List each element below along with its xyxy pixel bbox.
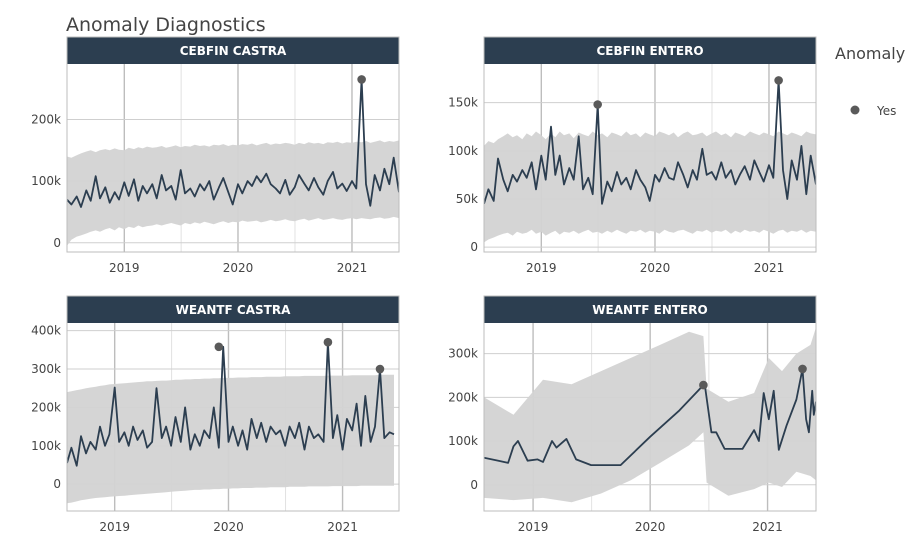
anomaly-point[interactable] (357, 75, 366, 84)
facet-title: CEBFIN CASTRA (180, 44, 287, 58)
facet-title: CEBFIN ENTERO (596, 44, 703, 58)
legend[interactable]: Anomaly Yes (835, 44, 905, 118)
facet-panel: WEANTF CASTRA 0 100k 200k 300k 400k 2019 2020 20… (31, 295, 400, 534)
anomaly-point[interactable] (323, 337, 333, 347)
facet-panel: WEANTF ENTERO 0 100k 200k 300k 2019 2020 2021 (448, 295, 817, 534)
facet-title: WEANTF CASTRA (176, 303, 291, 317)
x-tick-label: 2019 (99, 520, 130, 534)
chart-title: Anomaly Diagnostics (66, 14, 266, 36)
y-tick-label: 150k (448, 96, 478, 110)
legend-title: Anomaly (835, 44, 905, 63)
panel-border (66, 36, 400, 253)
y-tick-label: 300k (448, 347, 478, 361)
facet-strip (484, 37, 816, 64)
x-tick-label: 2021 (327, 520, 358, 534)
anomaly-point[interactable] (214, 342, 224, 352)
y-tick-label: 50k (456, 192, 478, 206)
y-tick-label: 200k (31, 112, 61, 126)
y-tick-label: 100k (448, 434, 478, 448)
panel-border (66, 295, 400, 512)
confidence-band (484, 327, 816, 503)
y-tick-label: 100k (31, 174, 61, 188)
y-tick-label: 400k (31, 324, 61, 338)
x-tick-label: 2019 (518, 520, 549, 534)
confidence-band (67, 374, 394, 504)
y-tick-label: 0 (53, 477, 61, 491)
x-tick-label: 2020 (223, 261, 254, 275)
series-line (484, 368, 816, 466)
legend-marker-yes (850, 105, 860, 115)
series-line (67, 341, 395, 467)
x-tick-label: 2019 (109, 261, 140, 275)
x-tick-label: 2019 (526, 261, 557, 275)
x-tick-label: 2021 (752, 520, 783, 534)
confidence-band (67, 140, 399, 246)
facet-panel: CEBFIN ENTERO 0 50k 100k 150k 2019 2020 2021 (448, 36, 817, 275)
anomaly-point[interactable] (774, 76, 783, 85)
facet-strip (67, 296, 399, 323)
panel-border (483, 295, 817, 512)
anomaly-point[interactable] (798, 364, 807, 374)
anomaly-point[interactable] (699, 380, 708, 390)
anomaly-point[interactable] (593, 100, 602, 109)
facet-strip (67, 37, 399, 64)
y-tick-label: 200k (31, 400, 61, 414)
facet-strip (484, 296, 816, 323)
x-tick-label: 2020 (213, 520, 244, 534)
legend-label-yes: Yes (876, 104, 896, 118)
y-tick-label: 100k (448, 144, 478, 158)
y-tick-label: 0 (53, 236, 61, 250)
series-line (484, 79, 816, 205)
panel-border (483, 36, 817, 253)
confidence-band (484, 131, 816, 243)
x-tick-label: 2020 (640, 261, 671, 275)
y-tick-label: 300k (31, 362, 61, 376)
y-tick-label: 200k (448, 390, 478, 404)
series-line (67, 78, 399, 208)
y-tick-label: 0 (470, 478, 478, 492)
facet-title: WEANTF ENTERO (592, 303, 707, 317)
anomaly-point[interactable] (375, 364, 385, 374)
y-tick-label: 0 (470, 240, 478, 254)
x-tick-label: 2021 (337, 261, 368, 275)
y-tick-label: 100k (31, 439, 61, 453)
x-tick-label: 2021 (754, 261, 785, 275)
facet-panel: CEBFIN CASTRA 0 100k 200k 2019 2020 2021 (31, 36, 400, 275)
x-tick-label: 2020 (635, 520, 666, 534)
